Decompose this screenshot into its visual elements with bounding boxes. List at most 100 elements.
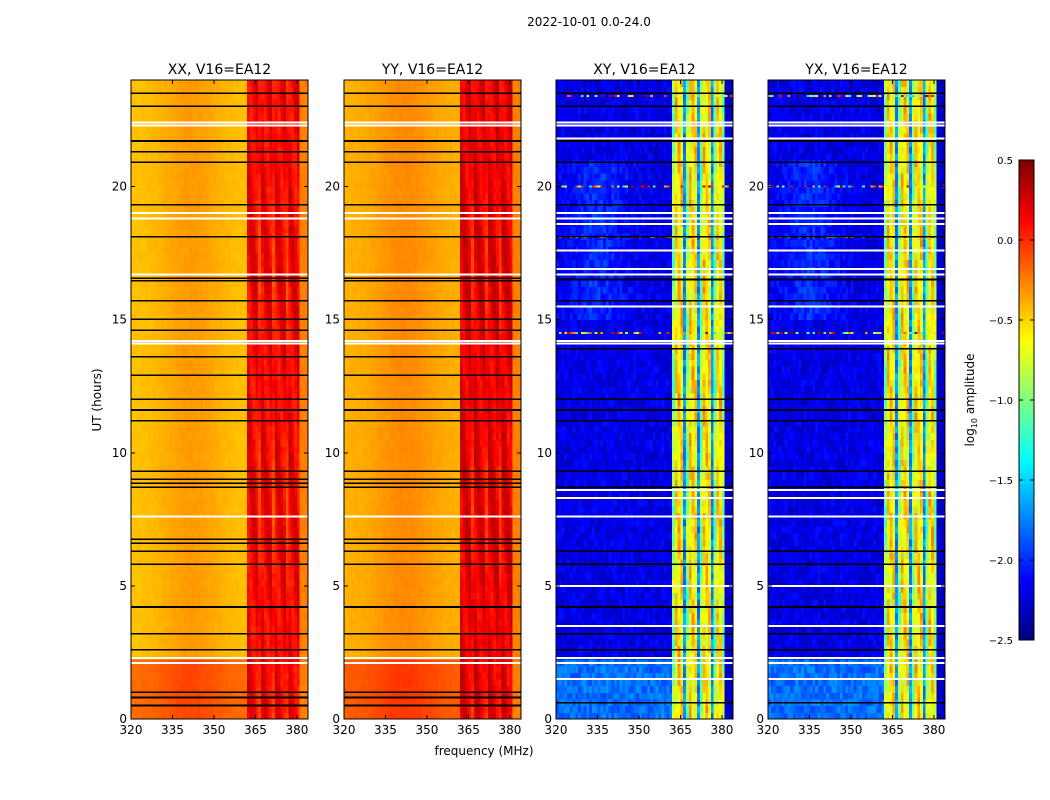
heatmap-cell xyxy=(150,679,153,686)
heatmap-cell xyxy=(156,400,159,407)
heatmap-cell xyxy=(280,266,283,273)
heatmap-cell xyxy=(275,260,278,267)
heatmap-cell xyxy=(239,306,242,313)
heatmap-cell xyxy=(253,586,256,593)
heatmap-cell xyxy=(217,386,220,393)
heatmap-cell xyxy=(291,566,294,573)
heatmap-cell xyxy=(186,373,189,380)
heatmap-cell xyxy=(275,320,278,327)
heatmap-cell xyxy=(175,639,178,646)
heatmap-cell xyxy=(206,666,209,673)
heatmap-cell xyxy=(244,519,247,526)
heatmap-cell xyxy=(242,619,245,626)
heatmap-cell xyxy=(264,360,267,367)
heatmap-cell xyxy=(148,559,151,566)
heatmap-cell xyxy=(161,666,164,673)
heatmap-cell xyxy=(156,619,159,626)
heatmap-cell xyxy=(170,413,173,420)
heatmap-cell xyxy=(258,692,261,699)
heatmap-cell xyxy=(197,566,200,573)
heatmap-cell xyxy=(192,666,195,673)
heatmap-cell xyxy=(300,712,303,719)
heatmap-cell xyxy=(200,380,203,387)
heatmap-cell xyxy=(300,506,303,513)
heatmap-cell xyxy=(247,386,250,393)
heatmap-cell xyxy=(300,366,303,373)
heatmap-cell xyxy=(228,453,231,460)
heatmap-cell xyxy=(137,613,140,620)
heatmap-cell xyxy=(167,200,170,207)
heatmap-cell xyxy=(250,692,253,699)
heatmap-cell xyxy=(236,346,239,353)
heatmap-cell xyxy=(261,260,264,267)
heatmap-cell xyxy=(192,433,195,440)
heatmap-cell xyxy=(189,619,192,626)
heatmap-cell xyxy=(220,253,223,260)
heatmap-cell xyxy=(220,499,223,506)
heatmap-cell xyxy=(286,360,289,367)
heatmap-cell xyxy=(247,200,250,207)
heatmap-cell xyxy=(206,459,209,466)
heatmap-cell xyxy=(236,493,239,500)
heatmap-cell xyxy=(134,692,137,699)
heatmap-cell xyxy=(200,439,203,446)
heatmap-cell xyxy=(278,559,281,566)
heatmap-cell xyxy=(253,559,256,566)
heatmap-cell xyxy=(286,373,289,380)
heatmap-cell xyxy=(289,346,292,353)
heatmap-cell xyxy=(294,439,297,446)
heatmap-cell xyxy=(255,599,258,606)
heatmap-cell xyxy=(302,346,305,353)
heatmap-cell xyxy=(297,200,300,207)
heatmap-cell xyxy=(283,666,286,673)
heatmap-cell xyxy=(170,246,173,253)
heatmap-cell xyxy=(269,386,272,393)
heatmap-cell xyxy=(280,519,283,526)
heatmap-cell xyxy=(181,573,184,580)
heatmap-cell xyxy=(142,333,145,340)
heatmap-cell xyxy=(228,366,231,373)
heatmap-cell xyxy=(242,286,245,293)
heatmap-cell xyxy=(214,266,217,273)
heatmap-cell xyxy=(164,286,167,293)
heatmap-cell xyxy=(172,559,175,566)
heatmap-cell xyxy=(142,599,145,606)
heatmap-cell xyxy=(184,466,187,473)
heatmap-cell xyxy=(228,426,231,433)
heatmap-cell xyxy=(222,566,225,573)
heatmap-cell xyxy=(189,579,192,586)
heatmap-cell xyxy=(145,266,148,273)
heatmap-cell xyxy=(300,439,303,446)
heatmap-cell xyxy=(297,573,300,580)
heatmap-cell xyxy=(300,200,303,207)
heatmap-cell xyxy=(178,692,181,699)
heatmap-cell xyxy=(211,619,214,626)
heatmap-cell xyxy=(208,253,211,260)
heatmap-cell xyxy=(142,466,145,473)
heatmap-cell xyxy=(294,599,297,606)
heatmap-cell xyxy=(250,320,253,327)
heatmap-cell xyxy=(231,613,234,620)
heatmap-cell xyxy=(253,459,256,466)
heatmap-cell xyxy=(291,426,294,433)
heatmap-cell xyxy=(264,466,267,473)
heatmap-cell xyxy=(148,380,151,387)
heatmap-cell xyxy=(242,200,245,207)
heatmap-cell xyxy=(203,559,206,566)
heatmap-cell xyxy=(197,593,200,600)
heatmap-cell xyxy=(247,320,250,327)
heatmap-cell xyxy=(161,573,164,580)
heatmap-cell xyxy=(264,593,267,600)
heatmap-cell xyxy=(267,433,270,440)
heatmap-cell xyxy=(289,446,292,453)
heatmap-cell xyxy=(153,706,156,713)
heatmap-cell xyxy=(222,366,225,373)
heatmap-cell xyxy=(145,519,148,526)
heatmap-cell xyxy=(242,692,245,699)
heatmap-cell xyxy=(175,493,178,500)
heatmap-cell xyxy=(280,679,283,686)
heatmap-cell xyxy=(231,639,234,646)
heatmap-cell xyxy=(137,599,140,606)
heatmap-cell xyxy=(291,380,294,387)
heatmap-cell xyxy=(139,519,142,526)
